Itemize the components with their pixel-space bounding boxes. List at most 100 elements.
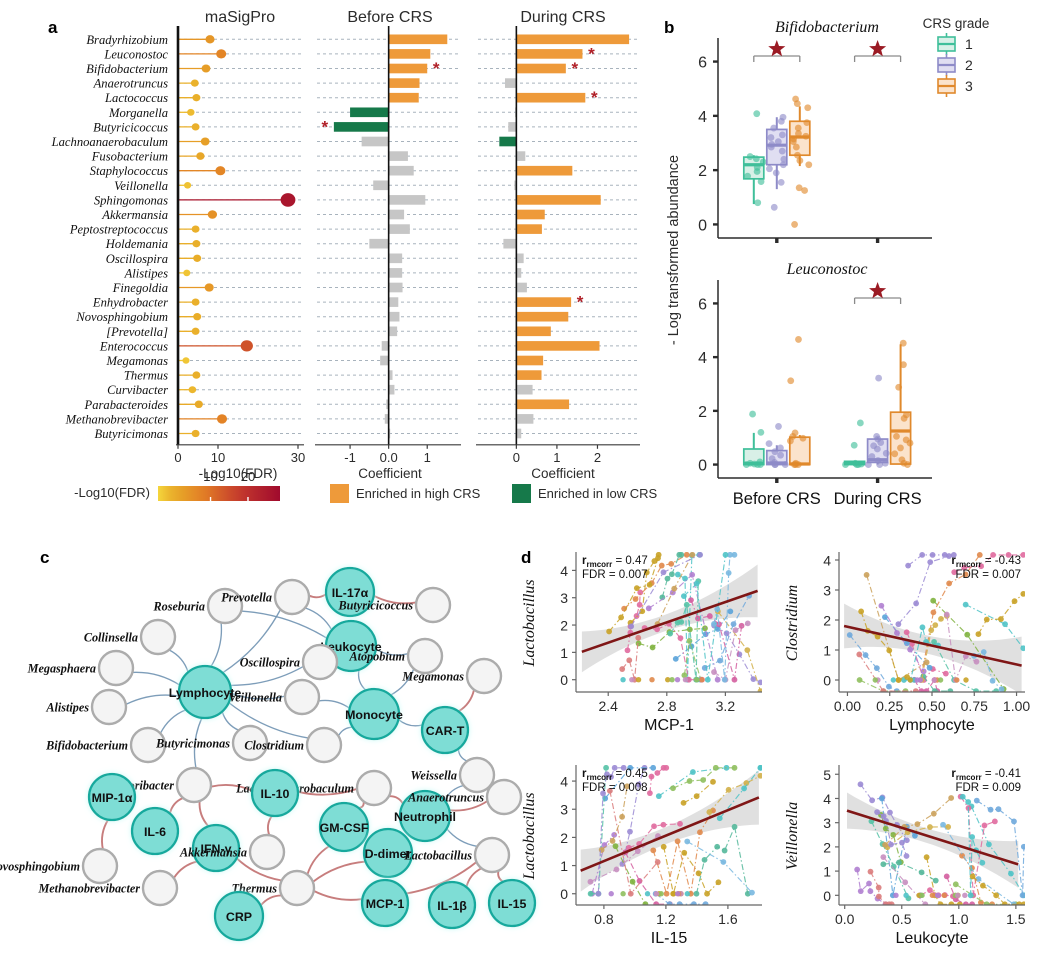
svg-text:Coefficient: Coefficient: [358, 466, 422, 481]
network-node: Alistipes: [45, 688, 128, 726]
svg-text:30: 30: [291, 450, 305, 465]
data-point: [1011, 818, 1017, 825]
subject-trajectory: [973, 651, 1002, 690]
network-edge: [357, 669, 367, 691]
data-point: [951, 569, 958, 576]
y-tick-label: 2: [560, 830, 568, 846]
before-bar: [388, 92, 419, 103]
network-edge: [297, 788, 358, 796]
data-point: [923, 854, 930, 861]
data-point: [690, 769, 696, 775]
network-edge: [198, 800, 210, 827]
network-edge: [373, 594, 417, 605]
data-point: [684, 838, 691, 845]
lollipop-dot: [194, 400, 203, 409]
network-node: Thermus: [232, 869, 316, 907]
data-point: [954, 677, 960, 683]
node-label: Oscillospira: [240, 656, 300, 670]
data-point: [757, 688, 762, 692]
during-bar: [516, 428, 522, 439]
network-node: Atopobium: [348, 637, 444, 675]
data-point: [669, 677, 675, 683]
x-axis-label: MCP-1: [644, 717, 694, 734]
node-label: IL-17α: [332, 586, 369, 600]
y-axis-label: Clostridium: [784, 585, 801, 661]
data-point: [674, 838, 681, 845]
data-point: [732, 627, 739, 634]
data-point: [759, 158, 767, 166]
data-point: [731, 676, 738, 683]
data-point: [998, 616, 1004, 622]
data-point: [619, 666, 626, 672]
fdr-annotation: FDR = 0.009: [955, 782, 1021, 794]
data-point: [973, 688, 979, 692]
data-point: [906, 439, 914, 447]
data-point: [932, 877, 939, 884]
data-point: [969, 901, 976, 905]
lollipop-dot: [215, 166, 226, 176]
x-axis-label: Leukocyte: [896, 930, 969, 947]
subject-trajectory: [695, 824, 749, 894]
svg-text:20: 20: [241, 469, 255, 484]
during-bar: [516, 399, 570, 410]
data-point: [642, 901, 649, 905]
y-tick-label: 1: [823, 864, 831, 880]
x-tick-label: 0.00: [834, 698, 861, 714]
during-bar: [516, 253, 524, 264]
data-point: [674, 571, 681, 578]
data-point: [780, 155, 788, 163]
scatter-plot: 0 1 2 3 4 0.00 0.25 0.50 0.75 1.00 Lymphocyte Clost…: [784, 552, 1030, 734]
during-bar: [516, 370, 542, 380]
network-node: Butyricimonas: [155, 724, 269, 762]
rmcorr-annotation: rrmcorr = -0.43: [951, 555, 1021, 569]
data-point: [658, 562, 665, 569]
network-edge: [375, 648, 409, 656]
data-point: [620, 765, 627, 771]
data-point: [682, 677, 689, 683]
network-node: Lymphocyte: [169, 664, 241, 720]
data-point: [636, 878, 643, 884]
during-bar: [516, 282, 527, 293]
data-point: [918, 869, 925, 876]
data-point: [969, 834, 976, 840]
data-point: [655, 555, 661, 562]
network-node: Prevotella: [221, 578, 311, 616]
data-point: [668, 560, 675, 567]
taxon-label: Enterococcus: [99, 339, 168, 353]
data-point: [704, 890, 710, 897]
legend-swatch-high: [330, 484, 349, 503]
before-bar: [386, 399, 389, 410]
data-point: [959, 793, 966, 800]
network-edge: [235, 857, 282, 882]
data-point: [805, 161, 813, 169]
confidence-band: [847, 792, 1019, 888]
during-bar: [516, 384, 533, 395]
y-axis-label: Lactobacillus: [521, 792, 538, 880]
data-point: [645, 605, 652, 612]
data-point: [680, 593, 687, 600]
data-point: [731, 765, 738, 771]
data-point: [635, 640, 642, 647]
data-point: [804, 104, 812, 112]
data-point: [725, 786, 732, 793]
data-point: [802, 132, 810, 140]
network-edge: [443, 784, 464, 801]
lollipop-dot: [280, 193, 296, 207]
data-point: [676, 901, 683, 905]
panel-b-letter: b: [664, 18, 675, 37]
data-point: [649, 644, 656, 651]
data-point: [962, 901, 969, 905]
node-label: Akkermansia: [179, 846, 247, 860]
data-point: [743, 461, 750, 468]
panel-c-letter: c: [40, 548, 50, 567]
lollipop-dot: [182, 357, 190, 364]
data-point: [895, 383, 903, 391]
data-point: [757, 772, 762, 779]
data-point: [993, 892, 1000, 899]
data-point: [940, 821, 946, 828]
before-bar: [388, 209, 405, 220]
trend-line: [581, 589, 759, 654]
network-edge: [168, 649, 189, 673]
lollipop-dot: [216, 414, 228, 424]
network-node: CAR-T: [420, 705, 470, 755]
